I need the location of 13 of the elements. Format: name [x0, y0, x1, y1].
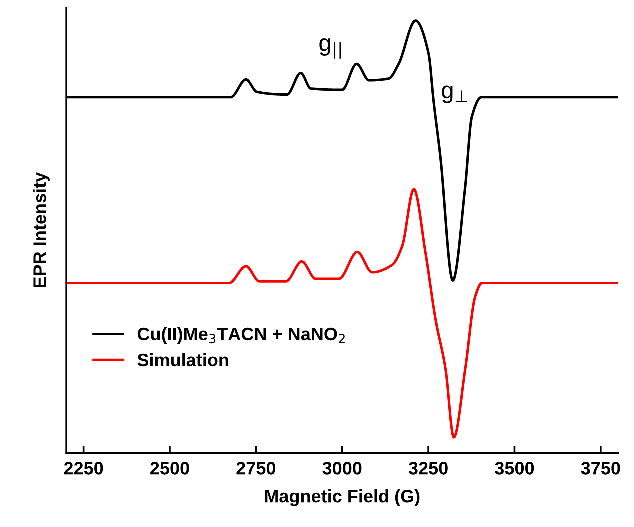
x-tick-label: 2500 [150, 462, 190, 475]
x-tick-label: 2750 [236, 462, 276, 475]
x-tick-label: 2250 [64, 462, 104, 475]
x-tick-label: 3500 [495, 462, 534, 475]
legend-label: Simulation [138, 353, 228, 367]
legend-label: Cu(II)Me$_{3}$TACN + NaNO$_{2}$ [138, 327, 345, 344]
x-tick-label: 3750 [581, 462, 620, 475]
annotation: g$_{⊥}$ [442, 86, 468, 104]
annotation: g$_{||}$ [320, 38, 342, 59]
x-tick-label: 3000 [322, 462, 362, 475]
x-tick-label: 3250 [408, 462, 448, 475]
x-axis-title: Magnetic Field (G) [265, 489, 420, 506]
y-axis-title: EPR Intensity [33, 172, 50, 288]
